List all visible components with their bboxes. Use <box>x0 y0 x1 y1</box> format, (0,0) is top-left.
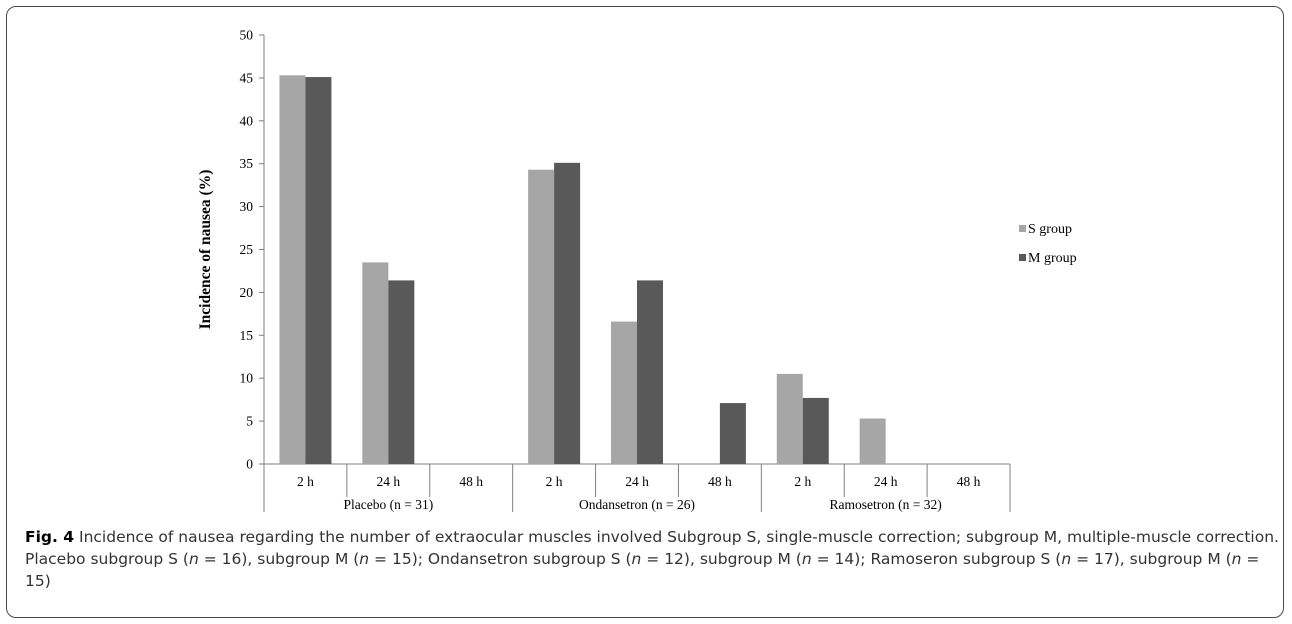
caption-text: = 15) <box>25 550 1260 590</box>
bar-s-group <box>362 262 389 464</box>
figure-frame: 0 5 10 15 20 25 30 35 40 45 50 Incidence of nausea … <box>6 6 1284 618</box>
caption-text: n <box>188 550 199 568</box>
bar-chart: 0 5 10 15 20 25 30 35 40 45 50 Incidence of nausea … <box>197 28 1077 512</box>
category-label: 24 h <box>874 474 898 489</box>
y-tick-label: 0 <box>246 457 253 472</box>
category-label: 48 h <box>459 474 483 489</box>
caption-text: n <box>1061 550 1072 568</box>
category-label: 2 h <box>794 474 811 489</box>
group-label: Ondansetron (n = 26) <box>579 497 695 512</box>
caption-text: = 17), subgroup M ( <box>1071 550 1232 568</box>
y-tick-label: 50 <box>240 28 254 43</box>
y-tick-label: 30 <box>240 199 254 214</box>
caption-text: = 12), subgroup M ( <box>641 550 802 568</box>
group-label: Placebo (n = 31) <box>343 497 433 512</box>
category-label: 48 h <box>708 474 732 489</box>
bar-s-group <box>279 75 306 465</box>
figure-caption: Fig. 4 Incidence of nausea regarding the… <box>25 526 1283 592</box>
legend-swatch <box>1019 254 1026 261</box>
caption-text: n <box>801 550 812 568</box>
y-tick-label: 45 <box>240 70 254 85</box>
y-tick-label: 10 <box>240 371 254 386</box>
category-label: 24 h <box>625 474 649 489</box>
legend-label: S group <box>1028 222 1072 237</box>
bar-s-group <box>528 169 555 464</box>
category-label: 24 h <box>377 474 401 489</box>
bar-m-group <box>637 280 663 464</box>
caption-text: n <box>359 550 370 568</box>
bar-s-group <box>776 373 803 464</box>
caption-text: n <box>1231 550 1242 568</box>
bar-m-group <box>802 397 829 464</box>
caption-text: n <box>631 550 642 568</box>
group-label: Ramosetron (n = 32) <box>830 497 942 512</box>
category-label: 2 h <box>297 474 314 489</box>
y-tick-label: 35 <box>240 156 254 171</box>
y-axis-title: Incidence of nausea (%) <box>197 170 214 330</box>
y-tick-label: 40 <box>240 113 254 128</box>
caption-text: = 15); Ondansetron subgroup S ( <box>369 550 632 568</box>
legend-label: M group <box>1028 251 1077 266</box>
bar-m-group <box>554 162 581 465</box>
bar-s-group <box>859 418 886 464</box>
y-tick-label: 15 <box>240 328 254 343</box>
y-tick-label: 20 <box>240 285 254 300</box>
y-tick-label: 25 <box>240 242 254 257</box>
caption-text: = 16), subgroup M ( <box>198 550 360 568</box>
bar-m-group <box>388 280 415 464</box>
category-label: 2 h <box>546 474 563 489</box>
category-label: 48 h <box>957 474 981 489</box>
y-tick-label: 5 <box>246 414 253 429</box>
bar-m-group <box>305 77 332 465</box>
figure-label: Fig. 4 <box>25 528 75 546</box>
bar-m-group <box>719 403 746 464</box>
caption-text: = 14); Ramoseron subgroup S ( <box>811 550 1062 568</box>
bar-s-group <box>611 321 637 464</box>
legend-swatch <box>1019 225 1026 232</box>
caption-text: Incidence of nausea regarding the number… <box>25 528 1279 568</box>
